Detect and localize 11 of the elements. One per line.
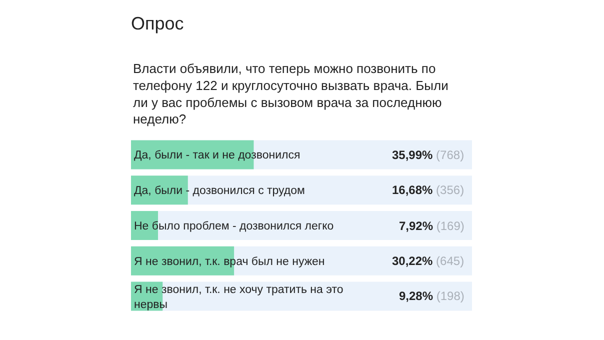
y-tick-label: Не было проблем - дозвонился легко: [134, 220, 334, 233]
y-tick-label: Я не звонил, т.к. врач был не нужен: [134, 256, 325, 268]
chart-subtitle: Власти объявили, что теперь можно позвонить по телефону 122 и круглосуточно вызвать врача. Были ли у вас проблемы с вызовом врача за последнюю неделю?: [133, 61, 448, 127]
data-label: 30,22% (645): [392, 254, 464, 268]
data-label: 7,92% (169): [399, 219, 464, 233]
y-tick-label: Да, были - дозвонился с трудом: [134, 185, 306, 198]
data-label: 16,68% (356): [392, 183, 464, 197]
data-label: 35,99% (768): [392, 148, 464, 162]
y-tick-label: Да, были - так и не дозвонился: [134, 150, 300, 162]
data-label: 9,28% (198): [399, 289, 464, 303]
chart-title: Опрос: [131, 14, 184, 34]
